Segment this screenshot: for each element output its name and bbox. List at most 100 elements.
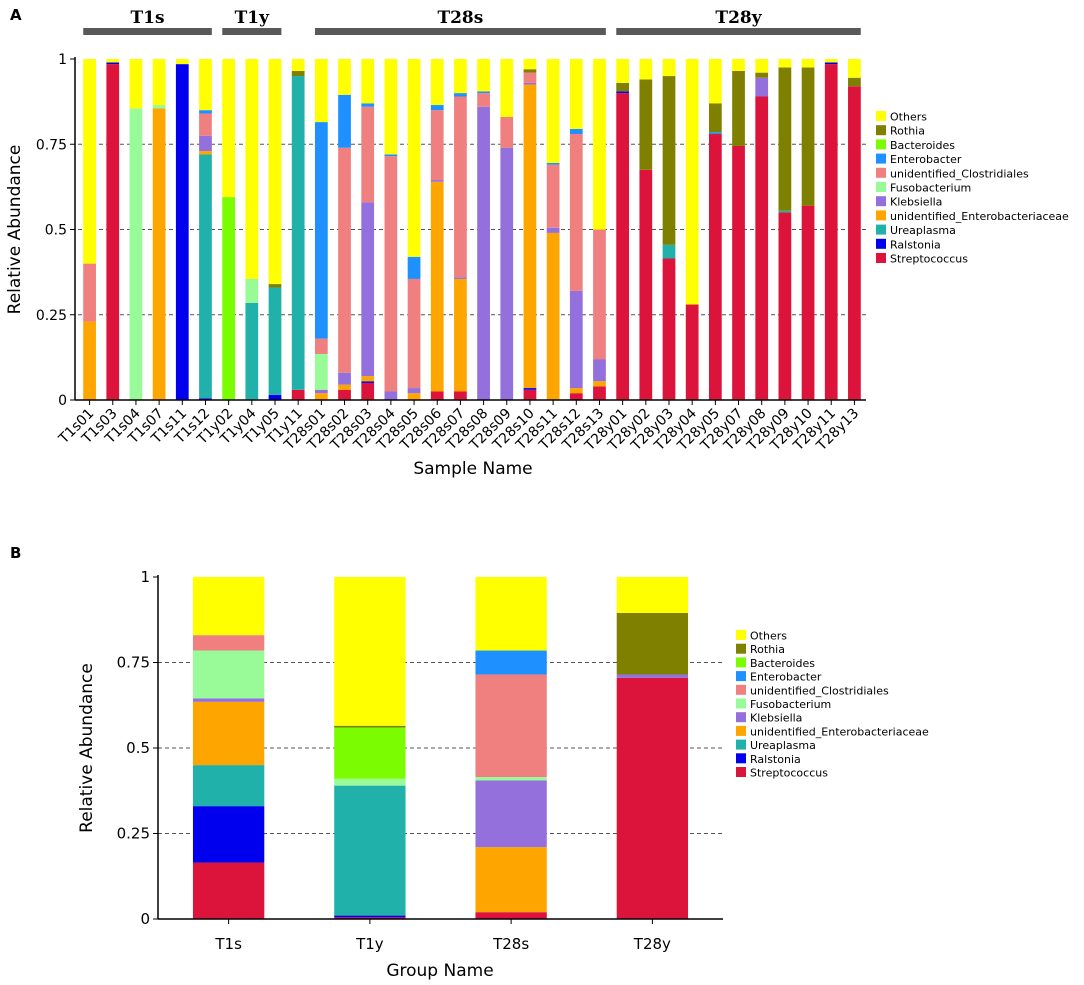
panel-a-label: A: [10, 6, 22, 24]
bar-segment-t28s10-rothia: [523, 69, 537, 73]
legend-label-bacteroides: Bacteroides: [890, 139, 955, 152]
panel-b: B 0 0.25 0.5 0.75 1 T1s T1y T28s T28y Group Name R…: [10, 544, 929, 981]
bar-segment-t28s13-streptococcus: [593, 386, 606, 400]
bar-segment-t28s-enterobacter: [475, 650, 547, 675]
legend-swatch-ureaplasma: [736, 739, 746, 750]
bar-segment-t28s05-enterobacter: [407, 256, 421, 279]
bar-segment-t28s02-enterobacter: [338, 94, 351, 148]
bar-segment-t1s04-fusobacterium: [129, 108, 143, 400]
legend-swatch-bacteroides: [736, 657, 746, 668]
bar-segment-t1s-streptococcus: [192, 862, 265, 919]
bar-segment-t1y-streptococcus: [334, 917, 406, 919]
bar-segment-t28y11-streptococcus: [824, 64, 838, 401]
bar-segment-t28s01-others: [314, 59, 328, 123]
bar-segment-t28s08-enterobacter: [477, 91, 490, 94]
bar-segment-t28y04-streptococcus: [685, 304, 699, 400]
bar-segment-t28y10-rothia: [801, 67, 815, 206]
bar-segment-t28s-streptococcus: [475, 912, 547, 919]
bar-segment-t1s12-ureaplasma: [199, 154, 212, 399]
bar-segment-t1y05-rothia: [268, 284, 282, 288]
bar-segment-t28y09-ureaplasma: [778, 210, 792, 213]
group-header-t28y: T28y: [715, 8, 762, 28]
bar-segment-t28y01-rothia: [616, 82, 630, 92]
bar-segment-t28s06-klebsiella: [430, 180, 444, 182]
bar-segment-t1y04-fusobacterium: [245, 278, 259, 303]
bar-segment-t28s12-unidentified-clostridiales: [569, 134, 583, 291]
bar-segment-t28y08-rothia: [755, 72, 769, 78]
panel-b-label: B: [10, 544, 21, 562]
bar-segment-t1y11-rothia: [291, 70, 305, 77]
bar-segment-t28s01-klebsiella: [314, 389, 328, 394]
bar-segment-t28s03-streptococcus: [361, 382, 375, 400]
bar-segment-t28y02-others: [639, 59, 653, 80]
group-header-bar-t1y: [222, 28, 282, 35]
legend-swatch-fusobacterium: [736, 698, 746, 709]
bar-segment-t28s03-ralstonia: [361, 381, 375, 383]
x-tick-label: T1y: [355, 935, 384, 953]
bar-segment-t1s03-ralstonia: [106, 62, 120, 65]
bar-segment-t1y-fusobacterium: [334, 778, 406, 786]
panel-a: A 00.250.50.751T1s01T1s03T1s04T1s07T1s11…: [5, 6, 1069, 479]
y-tick-label: 0.25: [36, 308, 67, 324]
group-header-bar-t1s: [83, 28, 212, 35]
bar-segment-t28s07-others: [454, 59, 467, 94]
bar-segment-t28s13-others: [593, 59, 606, 230]
bar-segment-t28s10-others: [523, 59, 537, 70]
bar-segment-t1s03-others: [106, 59, 120, 63]
bar-segment-t1s-unidentified-enterobacteriaceae: [192, 701, 265, 766]
bar-segment-t1y05-others: [268, 59, 282, 285]
bar-segment-t28s12-klebsiella: [569, 290, 583, 389]
bar-segment-t28s07-unidentified-clostridiales: [454, 96, 467, 278]
legend-swatch-enterobacter: [876, 153, 886, 164]
bar-segment-t28s04-enterobacter: [384, 154, 398, 157]
bar-segment-t28s03-unidentified-clostridiales: [361, 106, 375, 203]
legend-swatch-ralstonia: [876, 238, 886, 249]
group-header-t1s: T1s: [130, 8, 164, 28]
bar-segment-t28s07-enterobacter: [454, 93, 467, 97]
legend-swatch-ralstonia: [736, 753, 746, 764]
bar-segment-t28s-unidentified-enterobacteriaceae: [475, 847, 547, 913]
group-header-bar-t28y: [616, 28, 861, 35]
bar-segment-t28y-rothia: [616, 612, 689, 675]
bar-segment-t28y-others: [616, 577, 689, 613]
legend-swatch-bacteroides: [876, 139, 886, 150]
bar-segment-t1s12-unidentified-clostridiales: [199, 113, 212, 136]
bar-segment-t28s02-unidentified-enterobacteriaceae: [338, 384, 351, 390]
bar-segment-t28y02-streptococcus: [639, 169, 653, 400]
legend-swatch-others: [876, 111, 886, 121]
bar-segment-t28y09-rothia: [778, 67, 792, 211]
legend-label-enterobacter: Enterobacter: [890, 153, 962, 166]
bar-segment-t1s03-streptococcus: [106, 64, 120, 401]
group-header-t28s: T28s: [437, 8, 483, 28]
legend-swatch-fusobacterium: [876, 182, 886, 192]
bar-segment-t28y08-streptococcus: [755, 96, 769, 400]
legend-label-streptococcus: Streptococcus: [890, 253, 968, 266]
legend-swatch-streptococcus: [876, 253, 886, 263]
bar-segment-t1y05-ureaplasma: [268, 287, 282, 395]
y-tick-label: 0.75: [36, 137, 67, 153]
bar-segment-t28s12-enterobacter: [569, 128, 583, 135]
bar-segment-t28y08-others: [755, 59, 769, 73]
bar-segment-t28s01-unidentified-clostridiales: [314, 338, 328, 354]
bar-segment-t28s04-others: [384, 59, 398, 155]
x-tick-label: T28s: [492, 935, 529, 953]
bar-segment-t28y09-streptococcus: [778, 212, 792, 400]
legend-swatch-unidentified-clostridiales: [876, 167, 886, 178]
bar-segment-t1s-klebsiella: [192, 698, 265, 702]
bar-segment-t28s05-others: [407, 59, 421, 257]
y-tick-label: 0: [58, 393, 67, 409]
bar-segment-t1s-ralstonia: [192, 806, 265, 863]
bar-segment-t28y07-rothia: [732, 70, 745, 146]
legend-swatch-streptococcus: [736, 767, 746, 777]
legend-label-rothia: Rothia: [750, 643, 785, 656]
legend-label-streptococcus: Streptococcus: [750, 767, 828, 780]
bar-segment-t28s-fusobacterium: [475, 777, 547, 781]
legend-swatch-unidentified-enterobacteriaceae: [736, 725, 746, 736]
legend-label-others: Others: [750, 630, 787, 643]
bar-segment-t1s-fusobacterium: [192, 650, 265, 699]
bar-segment-t28s12-others: [569, 59, 583, 129]
bar-segment-t28s10-streptococcus: [523, 389, 537, 400]
bar-segment-t28y10-streptococcus: [801, 205, 815, 400]
bar-segment-t1y02-bacteroides: [222, 197, 236, 400]
